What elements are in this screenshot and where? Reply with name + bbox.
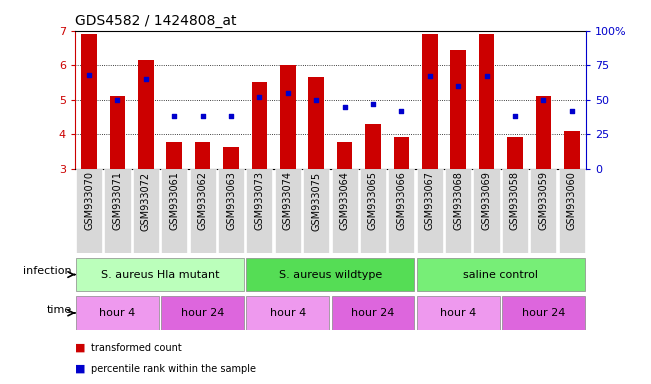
FancyBboxPatch shape [161, 296, 244, 329]
Bar [394, 137, 409, 169]
Bar [309, 77, 324, 169]
Text: GSM933074: GSM933074 [283, 172, 293, 230]
Text: GSM933070: GSM933070 [84, 172, 94, 230]
Text: ■: ■ [75, 364, 85, 374]
Text: hour 24: hour 24 [352, 308, 395, 318]
Text: ■: ■ [75, 343, 85, 353]
Point [197, 113, 208, 119]
Bar [564, 131, 579, 169]
Bar [138, 60, 154, 169]
Text: GSM933073: GSM933073 [255, 172, 264, 230]
Text: S. aureus wildtype: S. aureus wildtype [279, 270, 382, 280]
Point [311, 97, 322, 103]
Text: GSM933067: GSM933067 [424, 172, 435, 230]
FancyBboxPatch shape [445, 169, 471, 253]
Bar [195, 142, 210, 169]
Point [141, 76, 151, 82]
Point [396, 108, 407, 114]
FancyBboxPatch shape [331, 296, 415, 329]
FancyBboxPatch shape [161, 169, 187, 253]
FancyBboxPatch shape [133, 169, 159, 253]
Bar [536, 96, 551, 169]
Point [84, 72, 94, 78]
FancyBboxPatch shape [473, 169, 499, 253]
FancyBboxPatch shape [246, 258, 415, 291]
Text: hour 4: hour 4 [270, 308, 306, 318]
Text: GDS4582 / 1424808_at: GDS4582 / 1424808_at [75, 14, 236, 28]
Text: GSM933064: GSM933064 [340, 172, 350, 230]
Text: GSM933061: GSM933061 [169, 172, 179, 230]
Point [538, 97, 549, 103]
Text: GSM933058: GSM933058 [510, 172, 520, 230]
Text: hour 24: hour 24 [181, 308, 225, 318]
FancyBboxPatch shape [275, 169, 301, 253]
FancyBboxPatch shape [76, 169, 102, 253]
FancyBboxPatch shape [303, 169, 329, 253]
Text: saline control: saline control [464, 270, 538, 280]
Text: GSM933059: GSM933059 [538, 172, 548, 230]
FancyBboxPatch shape [417, 258, 585, 291]
FancyBboxPatch shape [417, 296, 499, 329]
FancyBboxPatch shape [189, 169, 215, 253]
Point [368, 101, 378, 107]
Bar [251, 81, 267, 169]
FancyBboxPatch shape [218, 169, 244, 253]
FancyBboxPatch shape [246, 296, 329, 329]
Bar [422, 34, 437, 169]
Text: hour 4: hour 4 [100, 308, 135, 318]
Point [510, 113, 520, 119]
FancyBboxPatch shape [76, 258, 244, 291]
Text: S. aureus Hla mutant: S. aureus Hla mutant [101, 270, 219, 280]
FancyBboxPatch shape [104, 169, 130, 253]
Text: hour 4: hour 4 [440, 308, 477, 318]
FancyBboxPatch shape [559, 169, 585, 253]
Bar [223, 147, 239, 169]
Bar [167, 142, 182, 169]
Text: GSM933072: GSM933072 [141, 172, 151, 231]
Point [226, 113, 236, 119]
Point [169, 113, 180, 119]
Text: GSM933062: GSM933062 [198, 172, 208, 230]
FancyBboxPatch shape [531, 169, 557, 253]
Point [453, 83, 464, 89]
FancyBboxPatch shape [331, 169, 357, 253]
Bar [450, 50, 466, 169]
Bar [337, 142, 352, 169]
Bar [280, 65, 296, 169]
FancyBboxPatch shape [76, 296, 159, 329]
Text: infection: infection [23, 266, 72, 276]
FancyBboxPatch shape [388, 169, 415, 253]
Point [112, 97, 122, 103]
Text: GSM933071: GSM933071 [113, 172, 122, 230]
Point [424, 73, 435, 79]
FancyBboxPatch shape [502, 169, 528, 253]
Point [283, 90, 293, 96]
FancyBboxPatch shape [417, 169, 443, 253]
Bar [478, 34, 494, 169]
Point [254, 94, 264, 100]
Text: GSM933060: GSM933060 [567, 172, 577, 230]
Bar [81, 34, 97, 169]
Bar [365, 124, 381, 169]
FancyBboxPatch shape [360, 169, 386, 253]
Text: GSM933063: GSM933063 [226, 172, 236, 230]
Text: transformed count: transformed count [91, 343, 182, 353]
Point [481, 73, 492, 79]
Text: GSM933069: GSM933069 [482, 172, 492, 230]
Text: time: time [46, 305, 72, 314]
Text: hour 24: hour 24 [521, 308, 565, 318]
Text: percentile rank within the sample: percentile rank within the sample [91, 364, 256, 374]
Text: GSM933065: GSM933065 [368, 172, 378, 230]
Point [566, 108, 577, 114]
Text: GSM933075: GSM933075 [311, 172, 321, 231]
Bar [109, 96, 125, 169]
FancyBboxPatch shape [246, 169, 273, 253]
Text: GSM933068: GSM933068 [453, 172, 463, 230]
Text: GSM933066: GSM933066 [396, 172, 406, 230]
Point [339, 104, 350, 110]
Bar [507, 137, 523, 169]
FancyBboxPatch shape [502, 296, 585, 329]
